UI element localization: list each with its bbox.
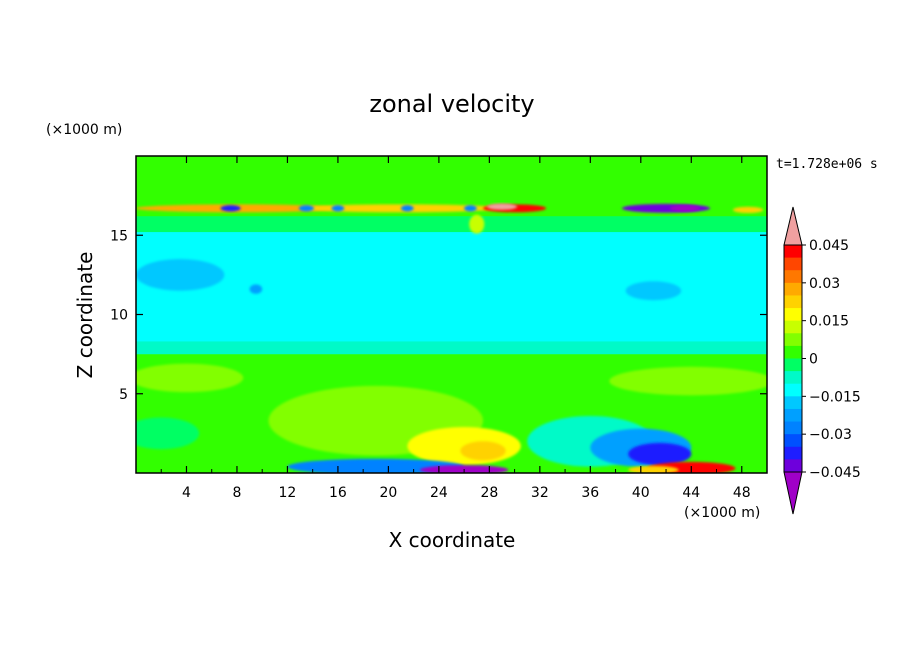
colorbar-swatch [784, 345, 802, 359]
x-tick-label: 24 [430, 485, 448, 501]
x-tick-label: 48 [733, 485, 751, 501]
field-patch-26 [298, 205, 314, 212]
x-scale-label: (×1000 m) [684, 505, 760, 521]
field-patch-7 [625, 281, 682, 301]
colorbar-extend-min [783, 471, 803, 515]
field-patch-31 [669, 205, 701, 212]
field-patch-24 [486, 203, 518, 210]
x-tick-label: 32 [531, 485, 549, 501]
field-patch-32 [732, 206, 764, 214]
colorbar-swatch [784, 308, 802, 322]
colorbar-tick-label: −0.015 [809, 389, 861, 405]
field-band-2 [136, 341, 767, 355]
x-axis: 4 8 12 16 20 24 28 32 36 40 44 48 [160, 156, 751, 501]
colorbar-swatch [784, 295, 802, 309]
x-tick-label: 16 [329, 485, 347, 501]
colorbar-swatch [784, 270, 802, 284]
chart-title: zonal velocity [369, 90, 534, 118]
field-band-3 [136, 216, 767, 233]
x-tick-label: 8 [232, 485, 241, 501]
colorbar-swatch [784, 396, 802, 410]
field-patch-15 [628, 442, 692, 466]
field-patch-8 [136, 363, 244, 393]
field-patch-27 [331, 205, 345, 212]
colorbar-swatch [784, 282, 802, 296]
x-tick-label: 36 [581, 485, 599, 501]
field-patch-29 [464, 205, 477, 212]
field-patch-16 [136, 417, 200, 450]
colorbar-swatch [784, 459, 802, 473]
y-axis-label: Z coordinate [73, 252, 97, 379]
x-tick-label: 44 [682, 485, 700, 501]
colorbar-swatch [784, 371, 802, 385]
x-tick-label: 40 [632, 485, 650, 501]
colorbar-swatch [784, 421, 802, 435]
y-tick-label: 15 [110, 228, 128, 244]
colorbar-swatch [784, 245, 802, 259]
field-patch-5 [136, 259, 225, 291]
y-axis: 5 10 15 [110, 228, 767, 403]
plot-area [136, 156, 767, 473]
colorbar-tick-label: 0.03 [809, 276, 840, 292]
x-tick-label: 4 [182, 485, 191, 501]
field-patch-25 [220, 205, 241, 212]
y-tick-label: 10 [110, 308, 128, 324]
x-tick-label: 12 [279, 485, 297, 501]
colorbar-swatch [784, 408, 802, 423]
colorbar-swatch [784, 383, 802, 397]
colorbar-swatch [784, 446, 802, 460]
colorbar-swatch [784, 320, 802, 334]
y-tick-label: 5 [119, 387, 128, 403]
colorbar-swatch [784, 434, 802, 448]
colorbar-swatch [784, 333, 802, 347]
colorbar: 0.045 0.03 0.015 0 −0.015 −0.03 −0.045 [783, 206, 861, 515]
colorbar-swatch [784, 257, 802, 271]
field-patch-6 [249, 284, 263, 294]
colorbar-tick-label: −0.045 [809, 465, 861, 481]
field-patch-28 [401, 205, 414, 212]
field-band-4 [136, 156, 767, 196]
field-patch-17 [287, 458, 465, 473]
field-patch-33 [469, 214, 485, 234]
field-patch-12 [460, 441, 506, 461]
colorbar-extend-max [783, 206, 803, 246]
time-label: t=1.728e+06 s [776, 157, 878, 172]
colorbar-swatch [784, 358, 802, 372]
colorbar-tick-label: −0.03 [809, 427, 852, 443]
field-patch-9 [609, 366, 767, 396]
y-scale-label: (×1000 m) [46, 122, 122, 138]
colorbar-tick-label: 0 [809, 352, 818, 368]
x-axis-label: X coordinate [389, 528, 516, 552]
colorbar-tick-label: 0.015 [809, 314, 849, 330]
x-tick-label: 20 [379, 485, 397, 501]
x-tick-label: 28 [480, 485, 498, 501]
colorbar-tick-label: 0.045 [809, 238, 849, 254]
